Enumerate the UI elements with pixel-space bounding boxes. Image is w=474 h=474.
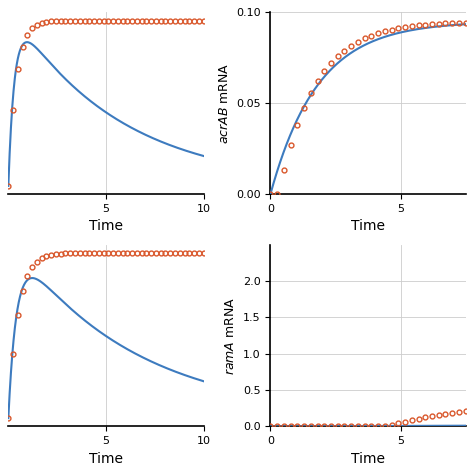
Y-axis label: $\mathit{ramA}$ mRNA: $\mathit{ramA}$ mRNA bbox=[224, 296, 237, 374]
Y-axis label: $\mathit{acrAB}$ mRNA: $\mathit{acrAB}$ mRNA bbox=[218, 63, 230, 144]
X-axis label: Time: Time bbox=[89, 219, 123, 233]
X-axis label: Time: Time bbox=[89, 452, 123, 465]
X-axis label: Time: Time bbox=[351, 219, 385, 233]
X-axis label: Time: Time bbox=[351, 452, 385, 465]
